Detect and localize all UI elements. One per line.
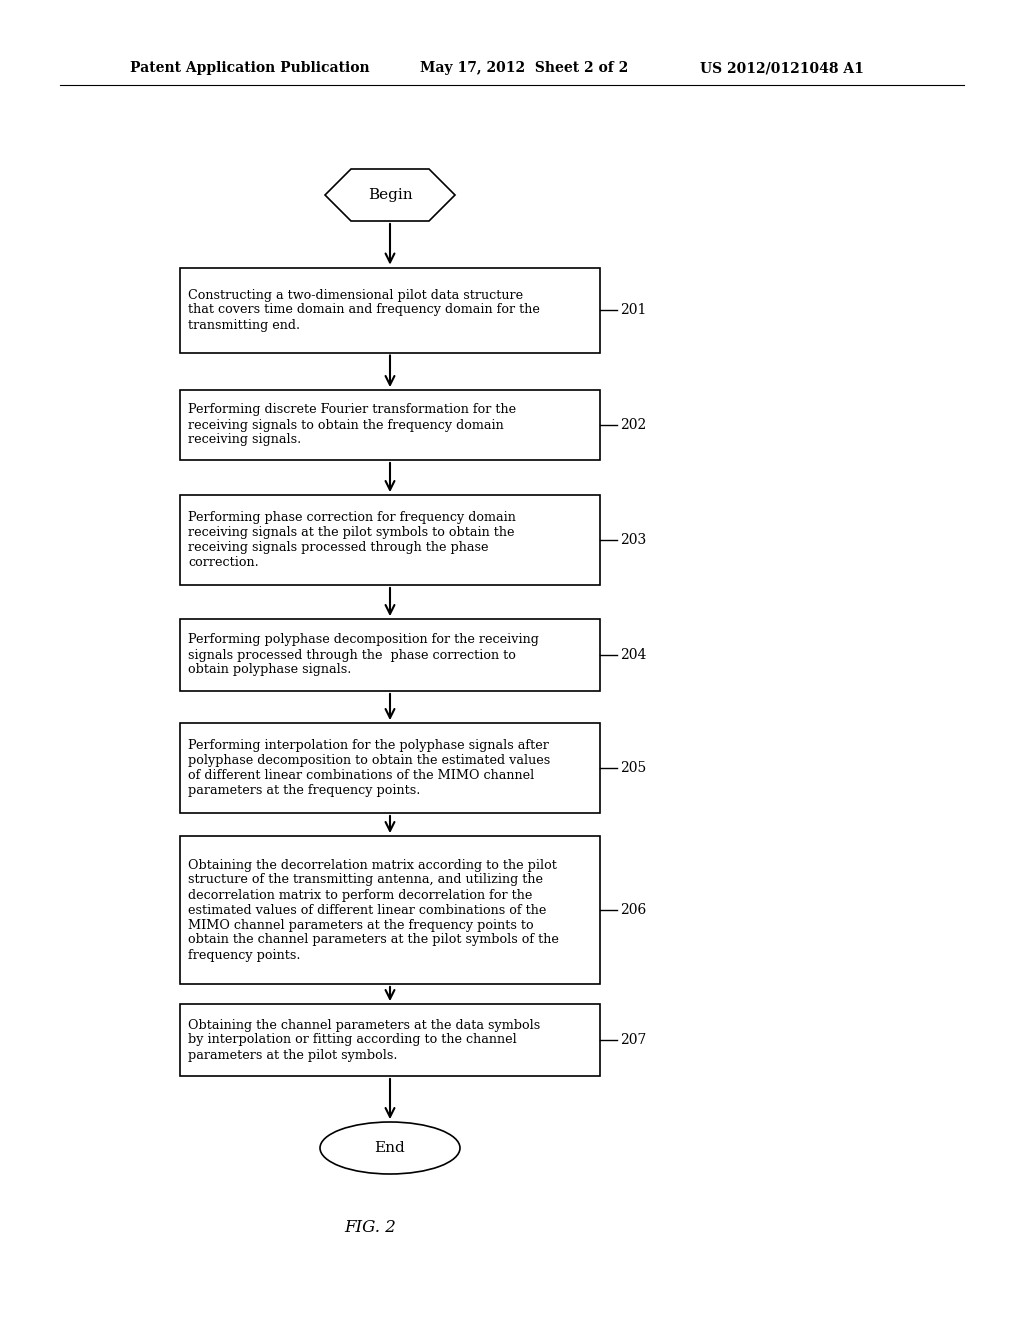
Text: Obtaining the decorrelation matrix according to the pilot
structure of the trans: Obtaining the decorrelation matrix accor… <box>188 858 559 961</box>
Text: May 17, 2012  Sheet 2 of 2: May 17, 2012 Sheet 2 of 2 <box>420 61 629 75</box>
Text: 203: 203 <box>620 533 646 546</box>
Text: 204: 204 <box>620 648 646 663</box>
Ellipse shape <box>319 1122 460 1173</box>
Polygon shape <box>325 169 455 220</box>
Text: FIG. 2: FIG. 2 <box>344 1220 396 1237</box>
FancyBboxPatch shape <box>180 1005 600 1076</box>
Text: 207: 207 <box>620 1034 646 1047</box>
FancyBboxPatch shape <box>180 619 600 690</box>
Text: 205: 205 <box>620 762 646 775</box>
FancyBboxPatch shape <box>180 495 600 585</box>
Text: Constructing a two-dimensional pilot data structure
that covers time domain and : Constructing a two-dimensional pilot dat… <box>188 289 540 331</box>
Text: Begin: Begin <box>368 187 413 202</box>
Text: Performing discrete Fourier transformation for the
receiving signals to obtain t: Performing discrete Fourier transformati… <box>188 404 516 446</box>
Text: Performing polyphase decomposition for the receiving
signals processed through t: Performing polyphase decomposition for t… <box>188 634 539 676</box>
FancyBboxPatch shape <box>180 268 600 352</box>
Text: 206: 206 <box>620 903 646 917</box>
Text: Patent Application Publication: Patent Application Publication <box>130 61 370 75</box>
Text: Performing phase correction for frequency domain
receiving signals at the pilot : Performing phase correction for frequenc… <box>188 511 516 569</box>
Text: US 2012/0121048 A1: US 2012/0121048 A1 <box>700 61 864 75</box>
FancyBboxPatch shape <box>180 723 600 813</box>
FancyBboxPatch shape <box>180 389 600 459</box>
Text: End: End <box>375 1140 406 1155</box>
FancyBboxPatch shape <box>180 836 600 983</box>
Text: 202: 202 <box>620 418 646 432</box>
Text: Obtaining the channel parameters at the data symbols
by interpolation or fitting: Obtaining the channel parameters at the … <box>188 1019 541 1061</box>
Text: 201: 201 <box>620 304 646 317</box>
Text: Performing interpolation for the polyphase signals after
polyphase decomposition: Performing interpolation for the polypha… <box>188 739 550 797</box>
